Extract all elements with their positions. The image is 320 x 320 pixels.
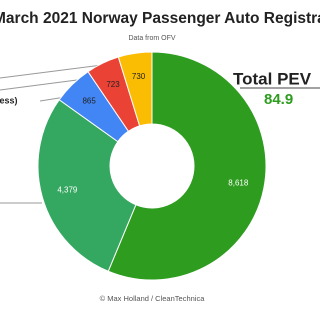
- data-label: 8,618: [228, 178, 249, 187]
- chart-subtitle: Data from OFV: [128, 35, 175, 42]
- data-label: 730: [132, 72, 146, 81]
- donut-slice: [117, 51, 153, 127]
- donut-slice: [107, 51, 267, 281]
- legend-label: less): [0, 95, 18, 105]
- donut-slice: [37, 99, 137, 272]
- chart-title: March 2021 Norway Passenger Auto Registr…: [0, 10, 320, 27]
- total-value: 84.9: [264, 91, 293, 108]
- total-label: Total PEV: [233, 69, 312, 88]
- data-label: 865: [82, 97, 96, 106]
- data-label: 4,379: [57, 185, 78, 194]
- chart-footer: © Max Holland / CleanTechnica: [100, 294, 206, 303]
- data-label: 723: [106, 80, 120, 89]
